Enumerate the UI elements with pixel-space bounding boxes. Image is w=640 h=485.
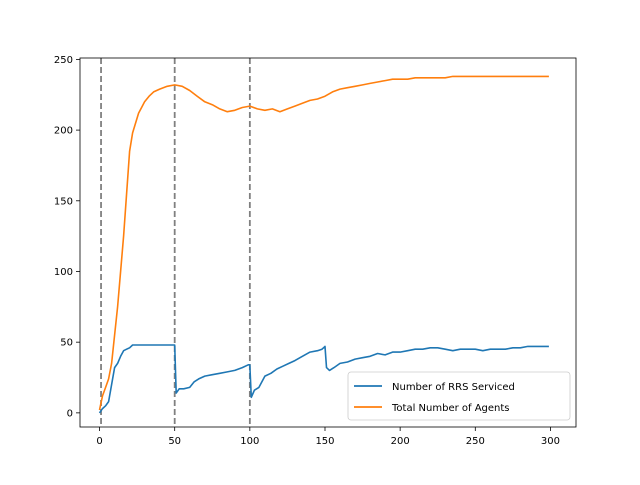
series-line-1 <box>98 75 549 411</box>
x-tick-label: 150 <box>315 436 334 447</box>
x-tick-label: 300 <box>541 436 560 447</box>
y-tick-label: 250 <box>54 55 73 66</box>
y-tick-label: 0 <box>67 408 73 419</box>
x-tick-label: 50 <box>168 436 181 447</box>
axes-frame <box>79 57 577 428</box>
legend-label-1: Total Number of Agents <box>391 403 510 414</box>
x-tick-label: 0 <box>96 436 102 447</box>
legend: Number of RRS Serviced Total Number of Ag… <box>347 371 571 421</box>
plot-area <box>98 58 549 427</box>
axes: 0 50 100 150 200 250 300 0 50 100 150 200 250 <box>54 55 577 447</box>
series-line-0 <box>98 344 549 414</box>
y-tick-label: 150 <box>54 196 73 207</box>
x-tick-label: 100 <box>240 436 259 447</box>
y-tick-label: 100 <box>54 267 73 278</box>
x-tick-label: 200 <box>391 436 410 447</box>
legend-label-0: Number of RRS Serviced <box>392 382 515 393</box>
x-tick-label: 250 <box>466 436 485 447</box>
legend-box <box>347 371 571 421</box>
y-tick-label: 200 <box>54 126 73 137</box>
y-tick-label: 50 <box>60 338 73 349</box>
